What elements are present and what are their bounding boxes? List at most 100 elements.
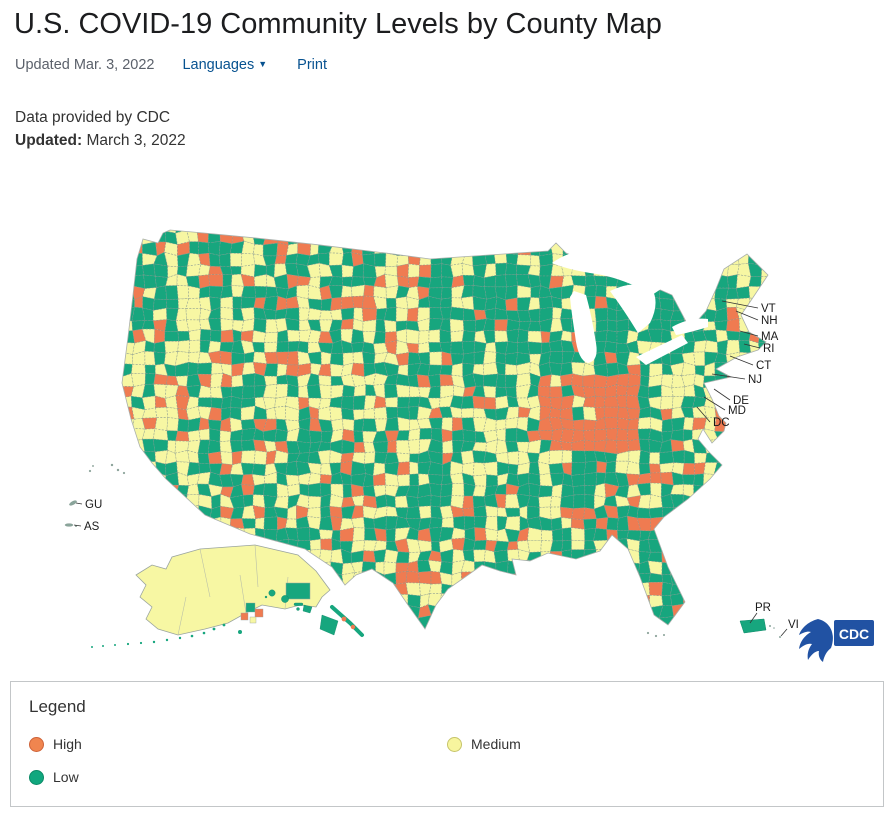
county-cell[interactable] xyxy=(549,595,563,607)
county-cell[interactable] xyxy=(110,297,124,311)
county-cell[interactable] xyxy=(220,285,234,299)
county-cell[interactable] xyxy=(670,484,684,496)
county-cell[interactable] xyxy=(143,274,157,290)
county-cell[interactable] xyxy=(494,330,509,343)
county-cell[interactable] xyxy=(615,593,629,608)
county-cell[interactable] xyxy=(548,628,564,640)
county-cell[interactable] xyxy=(328,243,344,254)
county-cell[interactable] xyxy=(232,329,242,343)
county-cell[interactable] xyxy=(462,220,474,234)
county-cell[interactable] xyxy=(407,352,422,366)
county-cell[interactable] xyxy=(208,274,224,288)
county-cell[interactable] xyxy=(275,221,287,235)
county-cell[interactable] xyxy=(517,220,531,234)
county-cell[interactable] xyxy=(353,418,365,432)
county-cell[interactable] xyxy=(276,329,289,343)
county-cell[interactable] xyxy=(122,561,133,576)
county-cell[interactable] xyxy=(616,629,627,638)
county-cell[interactable] xyxy=(672,285,684,301)
county-cell[interactable] xyxy=(550,496,562,508)
county-cell[interactable] xyxy=(197,397,212,408)
county-cell[interactable] xyxy=(187,516,201,531)
county-cell[interactable] xyxy=(252,342,265,354)
county-cell[interactable] xyxy=(771,253,783,267)
county-cell[interactable] xyxy=(122,252,135,268)
county-cell[interactable] xyxy=(229,407,242,421)
county-cell[interactable] xyxy=(551,296,563,310)
county-cell[interactable] xyxy=(738,231,752,243)
county-cell[interactable] xyxy=(616,319,630,333)
county-cell[interactable] xyxy=(517,549,531,564)
county-cell[interactable] xyxy=(163,241,178,257)
county-cell[interactable] xyxy=(647,560,663,576)
county-cell[interactable] xyxy=(562,573,575,587)
county-cell[interactable] xyxy=(603,583,617,597)
county-cell[interactable] xyxy=(329,493,344,509)
county-cell[interactable] xyxy=(209,285,224,299)
county-cell[interactable] xyxy=(593,483,607,499)
county-cell[interactable] xyxy=(782,375,793,387)
county-cell[interactable] xyxy=(122,614,133,628)
county-cell[interactable] xyxy=(384,340,398,356)
county-cell[interactable] xyxy=(142,222,158,234)
county-cell[interactable] xyxy=(396,430,410,441)
county-cell[interactable] xyxy=(320,351,332,366)
county-cell[interactable] xyxy=(363,540,378,552)
county-cell[interactable] xyxy=(220,637,233,651)
county-cell[interactable] xyxy=(725,539,741,552)
county-cell[interactable] xyxy=(352,640,365,650)
county-cell[interactable] xyxy=(187,430,201,442)
county-cell[interactable] xyxy=(726,638,739,651)
county-cell[interactable] xyxy=(704,242,717,256)
county-cell[interactable] xyxy=(746,462,761,476)
county-cell[interactable] xyxy=(219,417,232,433)
county-cell[interactable] xyxy=(716,339,729,356)
county-cell[interactable] xyxy=(482,230,497,243)
county-cell[interactable] xyxy=(219,350,233,366)
county-cell[interactable] xyxy=(561,584,575,598)
county-cell[interactable] xyxy=(111,330,125,345)
county-cell[interactable] xyxy=(101,616,112,627)
county-cell[interactable] xyxy=(265,286,279,299)
county-cell[interactable] xyxy=(550,517,563,532)
county-cell[interactable] xyxy=(528,606,541,618)
county-cell[interactable] xyxy=(538,362,552,378)
county-cell[interactable] xyxy=(121,396,133,408)
county-cell[interactable] xyxy=(550,540,564,553)
county-cell[interactable] xyxy=(296,441,311,454)
county-cell[interactable] xyxy=(473,309,487,321)
county-cell[interactable] xyxy=(373,230,387,244)
county-cell[interactable] xyxy=(504,374,518,389)
county-cell[interactable] xyxy=(615,461,630,475)
county-cell[interactable] xyxy=(571,540,586,551)
county-cell[interactable] xyxy=(692,593,707,606)
county-cell[interactable] xyxy=(670,439,685,453)
county-cell[interactable] xyxy=(385,298,397,309)
county-cell[interactable] xyxy=(518,593,530,609)
county-cell[interactable] xyxy=(758,395,772,410)
county-cell[interactable] xyxy=(561,594,574,607)
county-cell[interactable] xyxy=(681,615,694,630)
county-cell[interactable] xyxy=(506,319,521,332)
county-cell[interactable] xyxy=(616,530,630,540)
county-cell[interactable] xyxy=(494,274,507,288)
county-cell[interactable] xyxy=(240,462,255,476)
county-cell[interactable] xyxy=(473,540,487,551)
county-cell[interactable] xyxy=(726,549,741,564)
county-cell[interactable] xyxy=(682,284,695,301)
county-cell[interactable] xyxy=(760,571,773,586)
county-cell[interactable] xyxy=(462,638,476,650)
county-cell[interactable] xyxy=(362,550,376,563)
county-cell[interactable] xyxy=(713,605,729,618)
county-cell[interactable] xyxy=(640,363,651,378)
county-cell[interactable] xyxy=(318,549,333,564)
county-cell[interactable] xyxy=(682,494,696,508)
county-cell[interactable] xyxy=(703,298,717,312)
county-cell[interactable] xyxy=(407,439,420,455)
county-cell[interactable] xyxy=(384,384,399,399)
county-cell[interactable] xyxy=(782,342,794,355)
county-cell[interactable] xyxy=(341,252,354,268)
county-cell[interactable] xyxy=(320,638,331,651)
county-cell[interactable] xyxy=(287,483,301,498)
county-cell[interactable] xyxy=(758,462,773,474)
